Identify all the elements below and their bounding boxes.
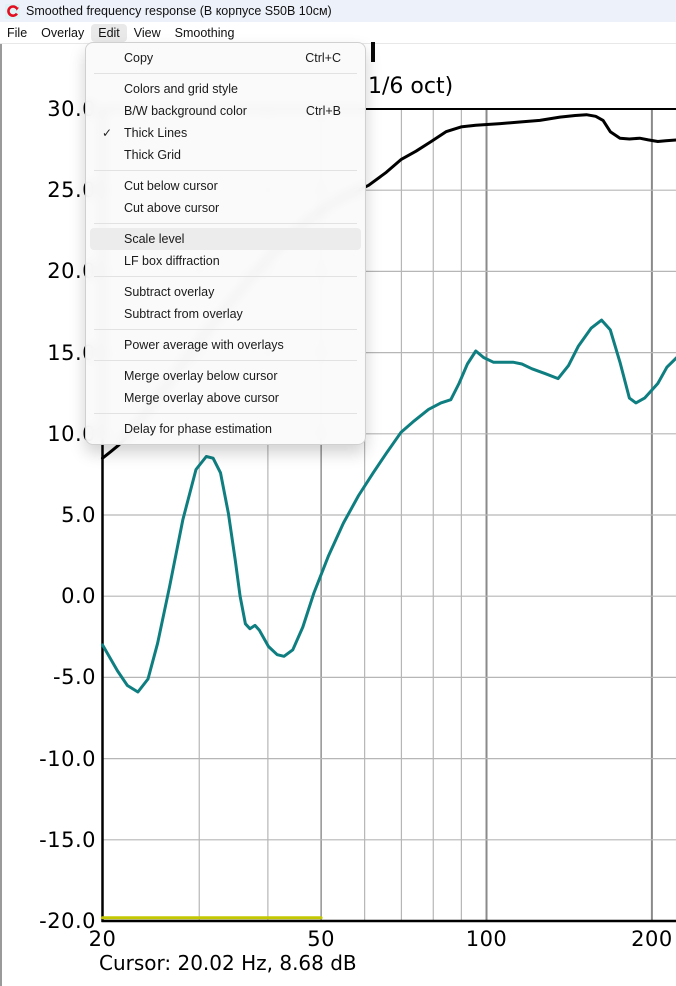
- menu-item-label: Subtract from overlay: [124, 307, 243, 321]
- clipped-text-fragment: [371, 42, 375, 62]
- menu-separator: [86, 219, 365, 228]
- menu-item-shortcut: Ctrl+C: [305, 51, 341, 65]
- menu-item-label: B/W background color: [124, 104, 247, 118]
- window-left-border: [0, 44, 2, 986]
- y-tick-label: 15.0: [47, 340, 96, 365]
- y-tick-label: 10.0: [47, 421, 96, 446]
- menu-separator: [86, 409, 365, 418]
- y-tick-label: -15.0: [39, 827, 96, 852]
- y-tick-label: -10.0: [39, 746, 96, 771]
- menu-item-label: Copy: [124, 51, 154, 65]
- menu-item-power-average-with-overlays[interactable]: Power average with overlays: [90, 334, 361, 356]
- menu-item-colors-and-grid-style[interactable]: Colors and grid style: [90, 78, 361, 100]
- menu-item-subtract-overlay[interactable]: Subtract overlay: [90, 281, 361, 303]
- menu-item-subtract-from-overlay[interactable]: Subtract from overlay: [90, 303, 361, 325]
- menu-item-b-w-background-color[interactable]: B/W background color Ctrl+B: [90, 100, 361, 122]
- arta-logo-icon: [7, 4, 19, 17]
- menu-separator: [86, 166, 365, 175]
- menu-item-label: Power average with overlays: [124, 338, 284, 352]
- menubar-item-file[interactable]: File: [7, 25, 28, 40]
- menu-item-label: Merge overlay above cursor: [124, 391, 279, 405]
- menu-item-label: Thick Grid: [124, 148, 181, 162]
- x-tick-label: 50: [307, 927, 335, 951]
- menu-item-thick-grid[interactable]: Thick Grid: [90, 144, 361, 166]
- window-title: Smoothed frequency response (В корпусе S…: [26, 4, 332, 18]
- menu-item-merge-overlay-above-cursor[interactable]: Merge overlay above cursor: [90, 387, 361, 409]
- menu-item-shortcut: Ctrl+B: [305, 104, 341, 118]
- menu-item-scale-level[interactable]: Scale level: [90, 228, 361, 250]
- menu-item-cut-below-cursor[interactable]: Cut below cursor: [90, 175, 361, 197]
- menu-item-label: Subtract overlay: [124, 285, 215, 299]
- menu-separator: [86, 325, 365, 334]
- y-tick-label: 5.0: [61, 503, 96, 527]
- checkmark-icon: ✓: [101, 126, 113, 140]
- title-bar: Smoothed frequency response (В корпусе S…: [0, 0, 676, 22]
- menu-item-cut-above-cursor[interactable]: Cut above cursor: [90, 197, 361, 219]
- menu-item-label: Cut below cursor: [124, 179, 218, 193]
- curve-lower-response-teal: [101, 318, 676, 694]
- app-icon: [5, 3, 20, 19]
- menu-item-lf-box-diffraction[interactable]: LF box diffraction: [90, 250, 361, 272]
- menu-item-label: Cut above cursor: [124, 201, 220, 215]
- x-tick-label: 200: [631, 927, 673, 951]
- y-tick-label: 20.0: [47, 259, 96, 284]
- y-tick-label: 30.0: [47, 97, 96, 121]
- menubar-item-smoothing[interactable]: Smoothing: [174, 25, 235, 40]
- menu-separator: [86, 272, 365, 281]
- x-tick-label: 100: [465, 927, 508, 951]
- y-tick-label: 0.0: [61, 584, 96, 609]
- menu-item-merge-overlay-below-cursor[interactable]: Merge overlay below cursor: [90, 365, 361, 387]
- edit-dropdown-menu: Copy Ctrl+C Colors and grid style B/W backg…: [85, 42, 366, 445]
- menu-separator: [86, 69, 365, 78]
- x-tick-label: 20: [88, 927, 117, 951]
- chart-title-fragment: 1/6 oct): [368, 74, 454, 99]
- menubar-item-overlay[interactable]: Overlay: [41, 25, 85, 40]
- cursor-readout: Cursor: 20.02 Hz, 8.68 dB: [99, 951, 357, 975]
- menubar-item-edit[interactable]: Edit: [91, 23, 127, 42]
- menu-separator: [86, 356, 365, 365]
- menu-item-label: Colors and grid style: [124, 82, 238, 96]
- menu-item-thick-lines[interactable]: ✓ Thick Lines: [90, 122, 361, 144]
- menu-item-label: Thick Lines: [124, 126, 188, 140]
- menu-item-label: Delay for phase estimation: [124, 422, 272, 436]
- menu-item-copy[interactable]: Copy Ctrl+C: [90, 47, 361, 69]
- menu-item-label: Scale level: [124, 232, 185, 246]
- y-tick-label: -20.0: [39, 909, 96, 933]
- menubar-item-view[interactable]: View: [133, 25, 161, 40]
- menu-item-label: LF box diffraction: [124, 254, 220, 268]
- menu-item-delay-for-phase-estimation[interactable]: Delay for phase estimation: [90, 418, 361, 440]
- y-tick-label: -5.0: [53, 665, 96, 690]
- menu-item-label: Merge overlay below cursor: [124, 369, 278, 383]
- y-tick-label: 25.0: [47, 178, 96, 203]
